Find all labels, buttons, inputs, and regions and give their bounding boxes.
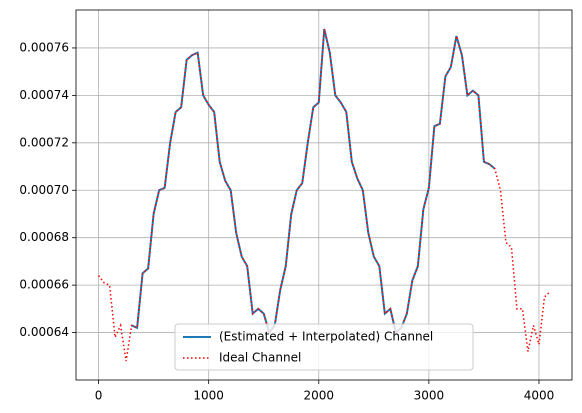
legend-label: (Estimated + Interpolated) Channel	[219, 330, 433, 344]
x-tick-label: 4000	[524, 389, 555, 403]
y-tick-label: 0.00070	[19, 183, 69, 197]
x-tick-label: 1000	[193, 389, 224, 403]
y-tick-label: 0.00074	[19, 88, 69, 102]
y-tick-label: 0.00064	[19, 325, 69, 339]
legend-box	[174, 323, 474, 371]
y-tick-label: 0.00072	[19, 135, 69, 149]
series-line	[97, 28, 550, 362]
legend: (Estimated + Interpolated) Channel Ideal …	[174, 323, 474, 371]
y-tick-label: 0.00076	[19, 40, 69, 54]
x-tick-label: 3000	[414, 389, 445, 403]
series-line	[131, 28, 496, 335]
x-tick-label: 2000	[303, 389, 334, 403]
y-tick-label: 0.00066	[19, 278, 69, 292]
legend-label: Ideal Channel	[219, 351, 301, 365]
x-tick-label: 0	[95, 389, 103, 403]
plot-frame	[75, 9, 573, 381]
y-tick-label: 0.00068	[19, 230, 69, 244]
